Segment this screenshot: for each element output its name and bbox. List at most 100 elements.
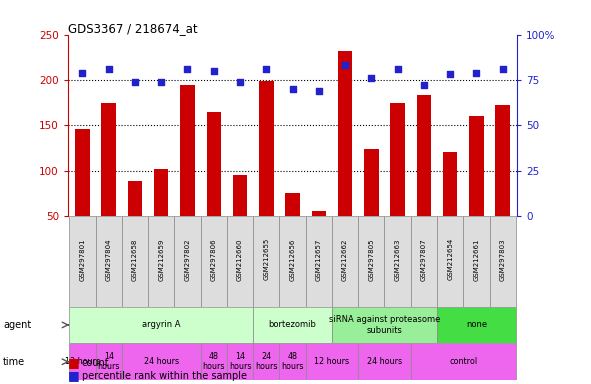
Text: 24 hours: 24 hours [367,357,402,366]
Text: GSM212655: GSM212655 [263,238,269,280]
Point [393,66,402,72]
Bar [306,343,358,380]
Bar [489,216,516,306]
Bar [227,343,253,380]
Text: count: count [82,358,109,368]
Bar [253,343,280,380]
Text: GSM212659: GSM212659 [158,238,164,281]
Bar [311,211,326,216]
Point [235,79,245,85]
Point [288,86,297,92]
Bar [253,216,280,306]
Bar [463,216,489,306]
Text: 48
hours: 48 hours [281,352,304,371]
Text: none: none [466,320,487,329]
Point [472,70,481,76]
Text: GSM212662: GSM212662 [342,238,348,281]
Point [130,79,139,85]
Bar [280,343,306,380]
Bar [102,103,116,216]
Bar [206,112,221,216]
Text: 24 hours: 24 hours [144,357,178,366]
Bar [174,216,200,306]
Bar [364,149,379,216]
Bar [358,216,385,306]
Point [419,82,428,88]
Point [209,68,219,74]
Bar [338,51,352,216]
Bar [280,216,306,306]
Text: time: time [3,357,25,367]
Text: 14
hours: 14 hours [98,352,120,371]
Bar [69,216,96,306]
Text: GSM297806: GSM297806 [211,238,217,281]
Text: GSM297801: GSM297801 [79,238,86,281]
Text: ■: ■ [68,356,80,369]
Bar [417,95,431,216]
Text: GSM297803: GSM297803 [499,238,506,281]
Text: GSM212656: GSM212656 [290,238,296,281]
Bar [96,343,122,380]
Bar [391,103,405,216]
Bar [96,216,122,306]
Text: control: control [449,357,478,366]
Bar [437,216,463,306]
Text: 48
hours: 48 hours [203,352,225,371]
Point [157,79,166,85]
Text: GSM297805: GSM297805 [368,238,374,281]
Text: agent: agent [3,320,31,330]
Text: 24
hours: 24 hours [255,352,278,371]
Point [498,66,508,72]
Point [104,66,113,72]
Text: percentile rank within the sample: percentile rank within the sample [82,371,246,381]
Bar [358,343,411,380]
Bar [495,105,510,216]
Bar [227,216,253,306]
Text: ■: ■ [68,369,80,382]
Point [183,66,192,72]
Bar [411,343,516,380]
Bar [154,169,168,216]
Bar [285,193,300,216]
Bar [443,152,457,216]
Text: 12 hours: 12 hours [314,357,349,366]
Point [340,62,350,68]
Bar [259,81,274,216]
Text: GSM212661: GSM212661 [473,238,479,281]
Bar [75,129,90,216]
Bar [122,343,200,380]
Text: 12 hours: 12 hours [65,357,100,366]
Text: 14
hours: 14 hours [229,352,251,371]
Bar [128,181,142,216]
Text: GSM212663: GSM212663 [395,238,401,281]
Text: GSM212657: GSM212657 [316,238,322,281]
Bar [233,175,247,216]
Text: GDS3367 / 218674_at: GDS3367 / 218674_at [68,22,197,35]
Text: argyrin A: argyrin A [142,320,180,329]
Bar [122,216,148,306]
Point [314,88,323,94]
Text: GSM212654: GSM212654 [447,238,453,280]
Bar [69,306,253,343]
Bar [411,216,437,306]
Bar [332,216,358,306]
Point [77,70,87,76]
Text: bortezomib: bortezomib [268,320,317,329]
Text: GSM297807: GSM297807 [421,238,427,281]
Text: GSM212660: GSM212660 [237,238,243,281]
Point [366,75,376,81]
Point [262,66,271,72]
Text: GSM297804: GSM297804 [106,238,112,281]
Bar [332,306,437,343]
Text: GSM212658: GSM212658 [132,238,138,281]
Bar [306,216,332,306]
Bar [69,343,96,380]
Bar [437,306,516,343]
Bar [200,216,227,306]
Text: siRNA against proteasome
subunits: siRNA against proteasome subunits [329,315,440,334]
Point [446,71,455,78]
Bar [253,306,332,343]
Text: GSM297802: GSM297802 [184,238,190,281]
Bar [148,216,174,306]
Bar [385,216,411,306]
